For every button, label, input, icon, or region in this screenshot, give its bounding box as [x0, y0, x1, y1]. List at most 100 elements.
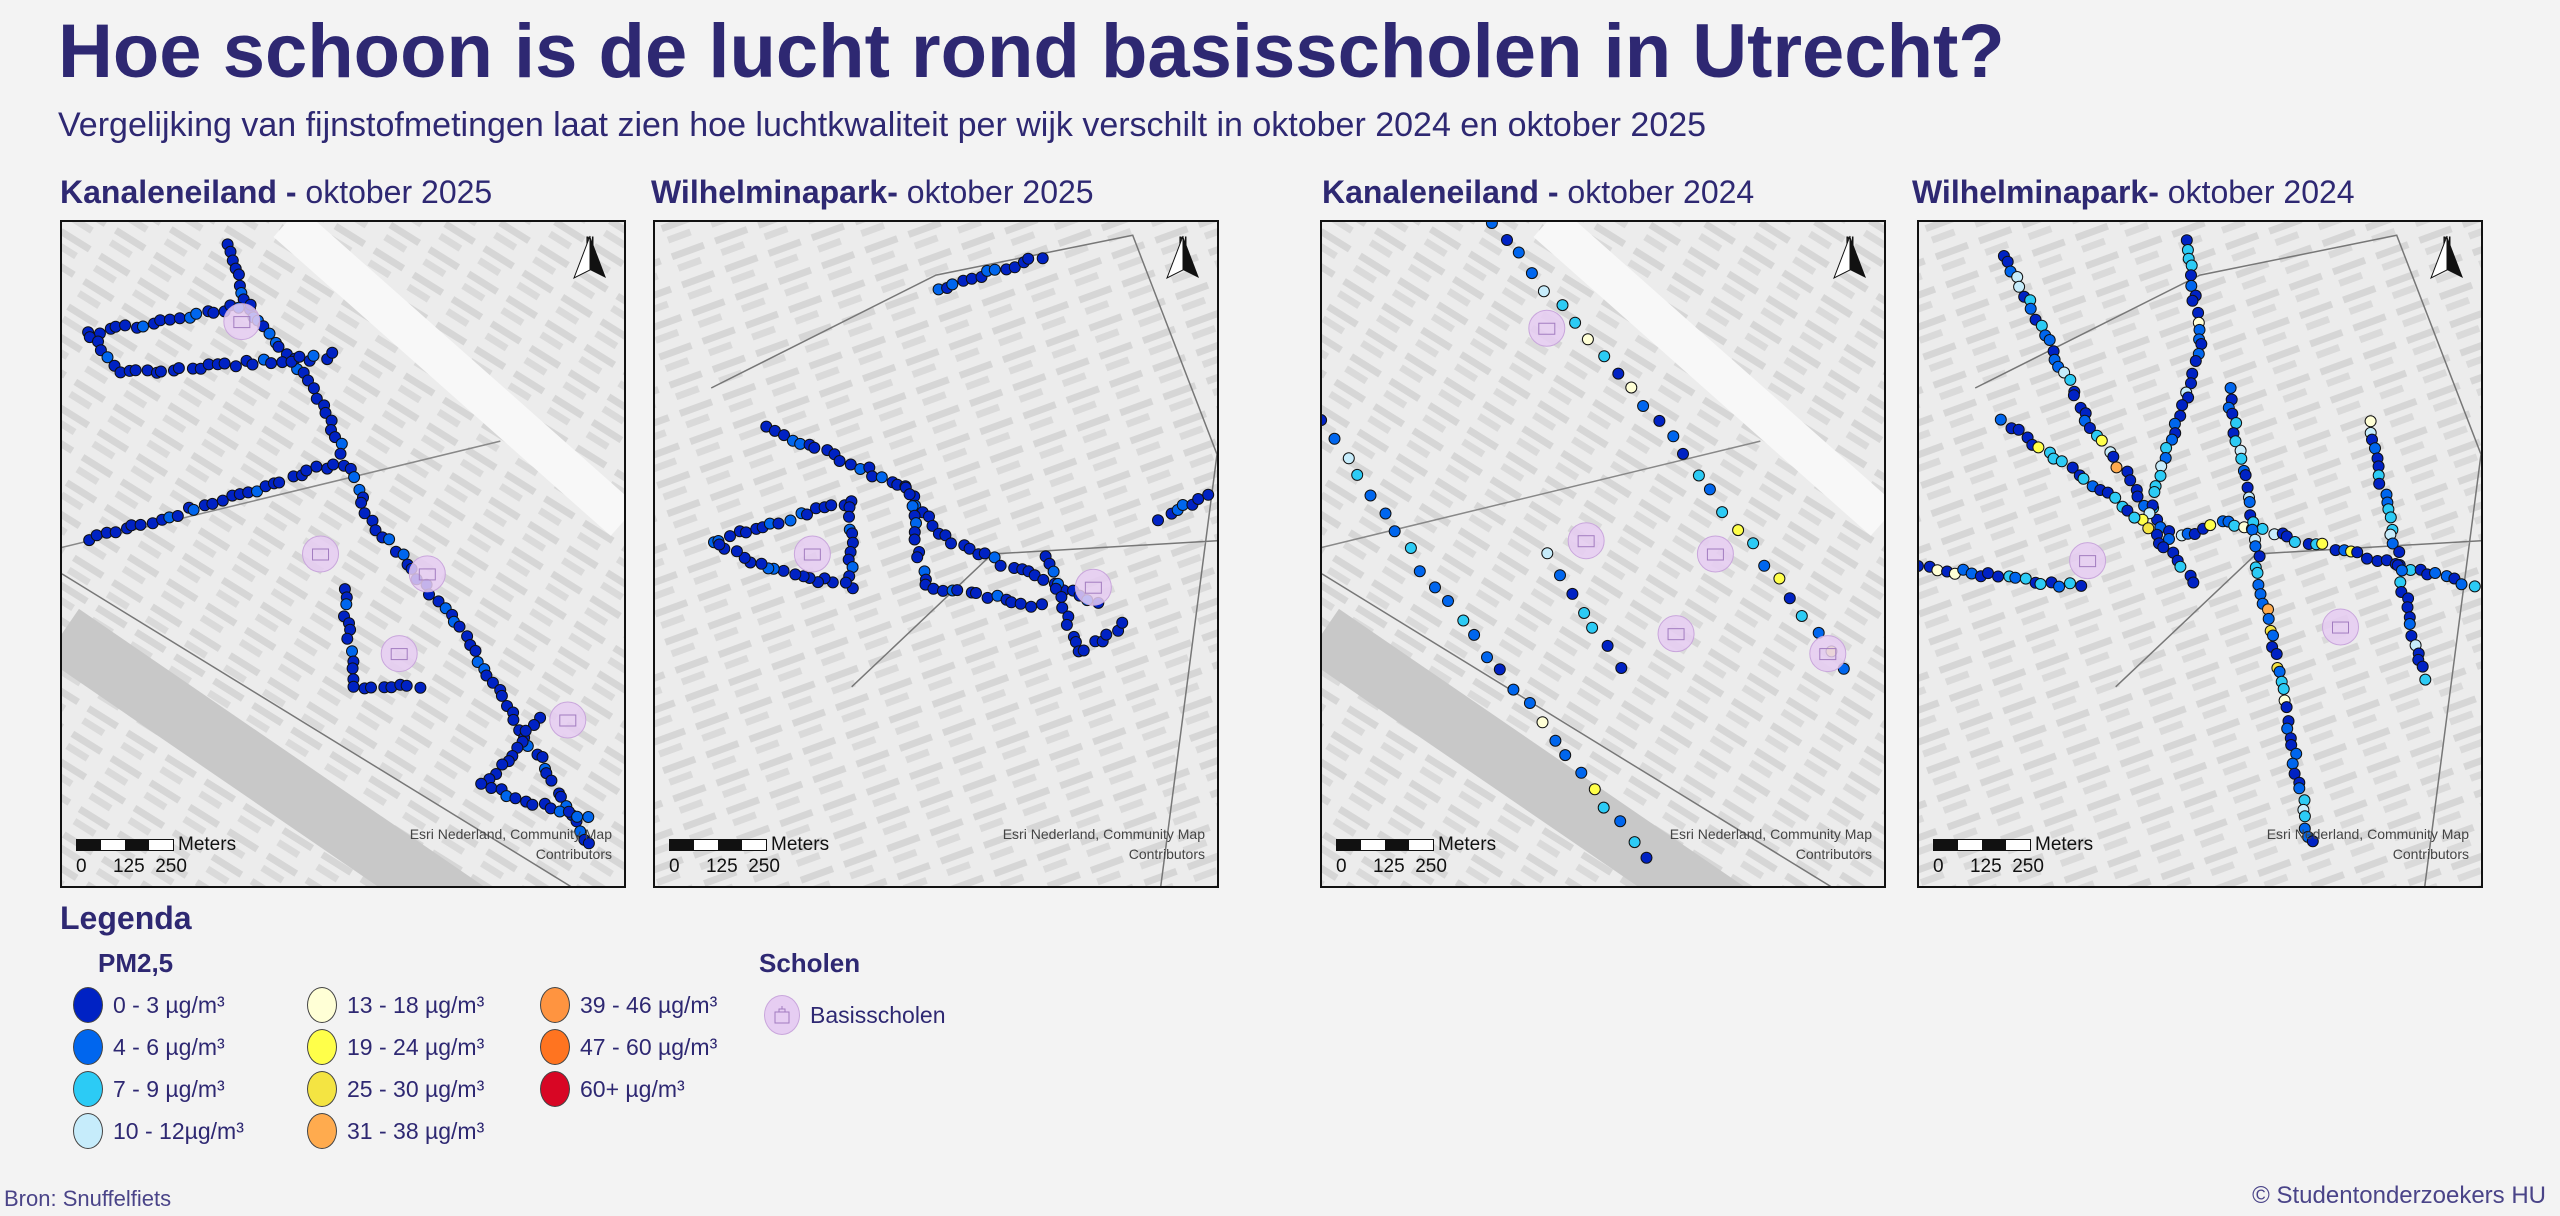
- measurement-point: [2185, 377, 2197, 390]
- school-marker[interactable]: [1528, 309, 1566, 347]
- measurement-point: [945, 537, 957, 550]
- measurement-point: [833, 455, 846, 467]
- measurement-point: [778, 429, 790, 442]
- measurement-point: [2032, 441, 2045, 454]
- measurement-point: [334, 447, 347, 460]
- map-canvas[interactable]: [62, 222, 624, 886]
- measurement-point: [190, 307, 203, 320]
- school-marker[interactable]: [2069, 542, 2107, 580]
- legend-schools-title: Scholen: [759, 948, 861, 978]
- school-marker[interactable]: [1657, 615, 1695, 653]
- measurement-point: [777, 564, 790, 577]
- measurement-point: [1586, 621, 1599, 634]
- map-panel[interactable]: N Esri Nederland, Community MapContribut…: [1917, 220, 2483, 888]
- measurement-point: [1036, 252, 1049, 265]
- measurement-point: [2373, 477, 2386, 490]
- school-marker[interactable]: [408, 555, 446, 593]
- school-marker[interactable]: [1809, 635, 1847, 673]
- school-marker[interactable]: [2322, 608, 2359, 646]
- measurement-point: [843, 510, 855, 523]
- measurement-point: [383, 533, 396, 546]
- measurement-point: [1322, 414, 1328, 427]
- measurement-point: [582, 811, 595, 823]
- measurement-point: [2157, 541, 2170, 554]
- measurement-point: [1628, 836, 1641, 849]
- measurement-point: [1703, 483, 1716, 496]
- measurement-point: [908, 533, 921, 546]
- measurement-point: [911, 551, 924, 564]
- measurement-point: [970, 587, 982, 599]
- measurement-point: [2230, 417, 2243, 429]
- north-arrow-icon: N: [1830, 234, 1870, 294]
- school-marker[interactable]: [223, 303, 261, 341]
- measurement-point: [2024, 302, 2037, 315]
- map-period: oktober 2025: [906, 174, 1094, 210]
- map-panel[interactable]: N Esri Nederland, Community MapContribut…: [653, 220, 1219, 888]
- measurement-point: [2185, 279, 2198, 292]
- measurement-point: [1037, 573, 1050, 586]
- measurement-point: [981, 591, 994, 604]
- legend-swatch: [540, 1071, 570, 1107]
- measurement-point: [2429, 567, 2442, 579]
- measurement-point: [2468, 580, 2481, 593]
- legend-item-pm: 4 - 6 µg/m³: [73, 1029, 225, 1065]
- measurement-point: [397, 548, 410, 561]
- measurement-point: [2055, 455, 2068, 468]
- map-canvas[interactable]: [1322, 222, 1884, 886]
- measurement-point: [1773, 572, 1786, 585]
- map-panel[interactable]: N Esri Nederland, Community MapContribut…: [60, 220, 626, 888]
- north-arrow-icon: N: [2427, 234, 2467, 294]
- legend-swatch: [73, 1113, 103, 1149]
- measurement-point: [218, 357, 231, 370]
- school-marker[interactable]: [302, 535, 340, 573]
- measurement-point: [2009, 571, 2022, 584]
- measurement-point: [2187, 576, 2200, 589]
- legend-swatch: [73, 1029, 103, 1065]
- copyright: © Studentonderzoekers HU: [2252, 1182, 2546, 1209]
- measurement-point: [2235, 452, 2248, 465]
- map-canvas[interactable]: [655, 222, 1217, 886]
- measurement-point: [1541, 547, 1554, 560]
- map-attribution: Esri Nederland, Community Map Contributor…: [1669, 826, 1872, 862]
- measurement-point: [1732, 524, 1745, 537]
- school-marker[interactable]: [1567, 522, 1605, 560]
- measurement-point: [2185, 269, 2197, 282]
- school-marker[interactable]: [380, 635, 418, 673]
- measurement-point: [137, 320, 149, 333]
- measurement-point: [2077, 472, 2090, 485]
- measurement-point: [206, 497, 219, 510]
- school-marker[interactable]: [549, 701, 587, 739]
- measurement-point: [2280, 530, 2293, 543]
- map-area: Kanaleneiland -: [1322, 174, 1559, 210]
- measurement-point: [1554, 569, 1566, 582]
- legend-item-pm: 0 - 3 µg/m³: [73, 987, 225, 1023]
- measurement-point: [963, 542, 976, 555]
- school-marker[interactable]: [793, 535, 831, 573]
- measurement-point: [1116, 616, 1129, 629]
- measurement-point: [207, 306, 220, 319]
- measurement-point: [2013, 280, 2026, 293]
- legend-label: 31 - 38 µg/m³: [347, 1117, 485, 1144]
- map-panel[interactable]: N Esri Nederland, Community MapContribut…: [1320, 220, 1886, 888]
- measurement-point: [571, 810, 584, 823]
- measurement-point: [2394, 576, 2407, 589]
- measurement-point: [300, 464, 313, 477]
- measurement-point: [1507, 683, 1520, 696]
- measurement-point: [2416, 660, 2429, 673]
- map-area: Wilhelminapark-: [651, 174, 898, 210]
- measurement-point: [1598, 350, 1611, 363]
- measurement-point: [2393, 546, 2406, 558]
- measurement-point: [1025, 600, 1038, 613]
- measurement-point: [2034, 578, 2047, 590]
- school-marker[interactable]: [1696, 535, 1734, 573]
- measurement-point: [2253, 550, 2266, 563]
- measurement-point: [1351, 468, 1364, 481]
- legend-swatch: [540, 1029, 570, 1065]
- measurement-point: [432, 595, 445, 608]
- map-canvas[interactable]: [1919, 222, 2481, 886]
- source-note: Bron: Snuffelfiets: [4, 1186, 172, 1211]
- school-marker[interactable]: [1074, 568, 1112, 606]
- measurement-point: [844, 458, 857, 471]
- measurement-point: [2128, 511, 2141, 524]
- map-title: Wilhelminapark- oktober 2024: [1912, 174, 2355, 211]
